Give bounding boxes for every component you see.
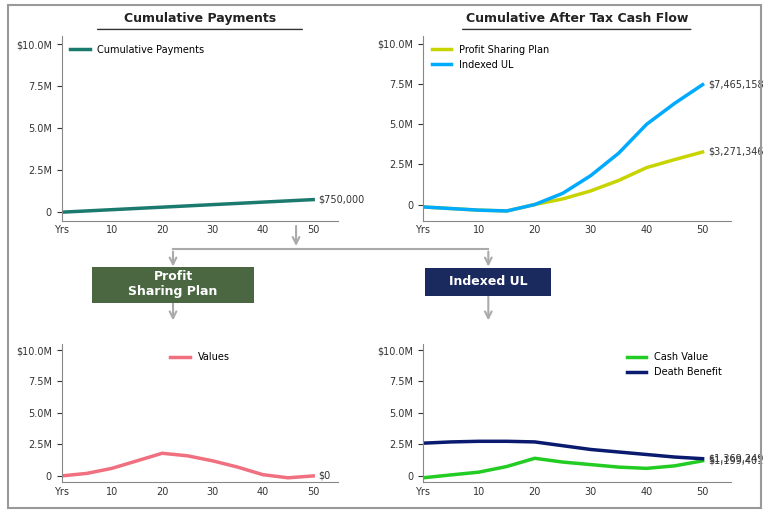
Text: Cumulative Payments: Cumulative Payments (124, 12, 276, 25)
Text: Cumulative After Tax Cash Flow: Cumulative After Tax Cash Flow (465, 12, 688, 25)
Text: $1,369,249: $1,369,249 (708, 453, 764, 464)
Legend: Cash Value, Death Benefit: Cash Value, Death Benefit (623, 348, 726, 381)
Text: $1,199,401: $1,199,401 (708, 456, 764, 466)
Text: $0: $0 (318, 471, 331, 481)
Text: $7,465,158: $7,465,158 (708, 80, 764, 90)
Text: Indexed UL: Indexed UL (449, 275, 528, 288)
Legend: Cumulative Payments: Cumulative Payments (66, 41, 208, 58)
Legend: Profit Sharing Plan, Indexed UL: Profit Sharing Plan, Indexed UL (428, 41, 553, 73)
Text: $3,271,346: $3,271,346 (708, 147, 764, 157)
Text: Profit
Sharing Plan: Profit Sharing Plan (128, 270, 218, 298)
Text: $750,000: $750,000 (318, 194, 365, 205)
Legend: Values: Values (166, 348, 234, 366)
